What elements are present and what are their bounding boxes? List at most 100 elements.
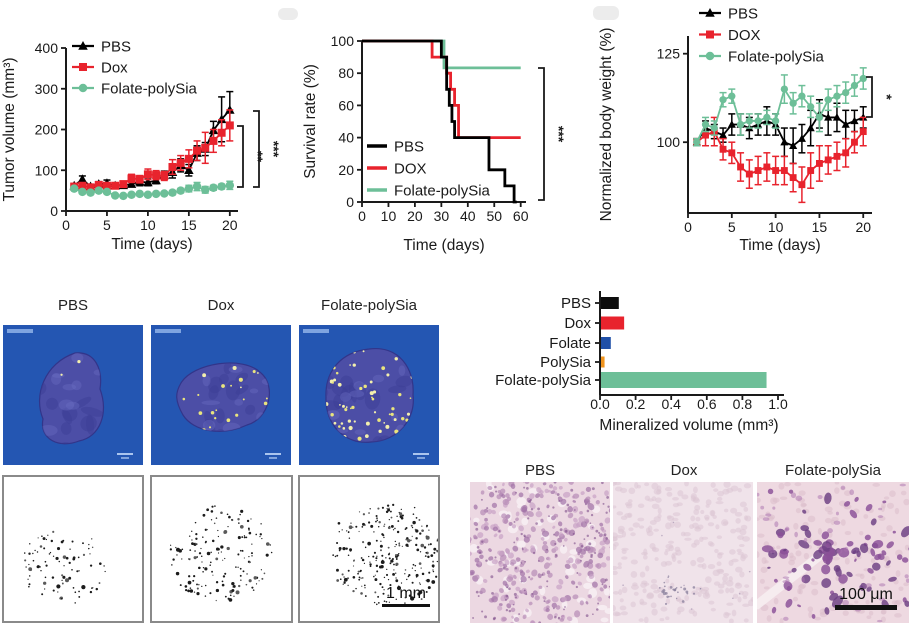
nucleus xyxy=(502,566,506,570)
speck xyxy=(388,601,390,603)
mineral-speck xyxy=(338,425,341,428)
speck xyxy=(255,583,258,585)
series-marker xyxy=(69,184,79,193)
survival-curve-DOX xyxy=(362,39,521,140)
x-tick-label: 20 xyxy=(222,217,238,233)
mineral-speck xyxy=(239,386,242,389)
cell xyxy=(551,596,559,603)
shade xyxy=(353,382,367,401)
speck xyxy=(415,537,418,540)
faint-cell xyxy=(811,588,819,596)
cell xyxy=(784,526,790,532)
speck xyxy=(176,554,178,556)
nucleus xyxy=(505,594,509,598)
x-axis-title: Mineralized volume (mm³) xyxy=(599,417,778,434)
cell xyxy=(562,491,571,498)
speck xyxy=(385,557,387,559)
legend-label: PBS xyxy=(394,139,424,156)
mineral-cluster xyxy=(865,503,873,512)
mineral-cluster xyxy=(866,586,872,592)
speck xyxy=(239,549,242,552)
series-marker xyxy=(94,180,103,189)
faint-cell xyxy=(740,524,748,531)
cell xyxy=(473,504,478,510)
cell xyxy=(505,567,509,571)
mineral-speck xyxy=(238,377,243,382)
speck xyxy=(248,556,250,558)
speck xyxy=(343,581,346,584)
cell xyxy=(588,573,595,580)
x-tick-label: 0 xyxy=(684,219,692,235)
mineral-speck xyxy=(204,440,207,443)
faint-cell xyxy=(690,495,696,502)
legend-label: Folate-polySia xyxy=(728,49,825,66)
faint-cell xyxy=(728,618,734,623)
mineral-section-dox xyxy=(150,475,293,623)
speck xyxy=(27,578,29,580)
speck xyxy=(420,543,425,548)
cell xyxy=(480,587,486,594)
nucleus xyxy=(475,590,479,594)
speck xyxy=(368,512,370,514)
series-marker xyxy=(780,85,789,93)
mineral-speck xyxy=(348,425,353,431)
series-marker xyxy=(192,182,202,191)
shade xyxy=(85,414,95,435)
mineral-cluster xyxy=(886,541,894,549)
series-marker xyxy=(77,174,88,183)
cell xyxy=(491,502,498,509)
speck xyxy=(661,534,663,537)
corner-info-text xyxy=(7,329,33,333)
faint-cell xyxy=(740,554,746,562)
nucleus xyxy=(601,583,604,586)
cell xyxy=(585,601,589,605)
nucleus xyxy=(523,535,526,538)
shade xyxy=(377,332,399,349)
speck xyxy=(383,525,385,527)
y-axis-title: Normalized body weight (%) xyxy=(598,28,615,222)
speck xyxy=(74,591,77,594)
mineral-cluster xyxy=(783,548,787,552)
cell xyxy=(558,578,564,585)
series-marker xyxy=(824,96,832,104)
cell xyxy=(579,510,583,515)
speck xyxy=(69,548,71,550)
speck xyxy=(89,553,91,555)
mineral-speck xyxy=(394,429,399,434)
faint-cell xyxy=(738,543,745,548)
mineral-speck xyxy=(77,360,81,364)
speck xyxy=(95,587,99,591)
significance-bracket xyxy=(237,125,244,188)
y-tick-label: 60 xyxy=(338,97,354,113)
series-marker xyxy=(701,120,710,129)
speck xyxy=(367,521,371,524)
speck xyxy=(28,575,31,577)
cell xyxy=(519,569,524,574)
speck xyxy=(246,573,248,575)
speck xyxy=(62,555,67,559)
speck xyxy=(88,543,90,546)
series-marker xyxy=(86,183,95,192)
speck xyxy=(425,535,430,540)
lumen xyxy=(600,617,609,623)
speck xyxy=(385,510,389,514)
cell xyxy=(574,610,581,618)
lumen xyxy=(528,488,539,495)
series-marker xyxy=(119,180,128,189)
speck xyxy=(732,597,734,600)
speck xyxy=(91,546,94,549)
cell xyxy=(565,575,569,579)
highlight xyxy=(398,365,406,376)
shade xyxy=(333,394,344,409)
faint-cell xyxy=(824,506,833,513)
faint-cell xyxy=(737,596,742,603)
ct-scale-bar xyxy=(117,453,133,455)
ct-scale-bar xyxy=(265,453,281,455)
series-marker xyxy=(842,88,850,97)
cell xyxy=(877,515,884,518)
mineral-speckles xyxy=(23,530,106,604)
speck xyxy=(253,576,258,580)
nucleus xyxy=(490,575,494,579)
cell xyxy=(553,513,559,518)
speck xyxy=(175,546,177,549)
